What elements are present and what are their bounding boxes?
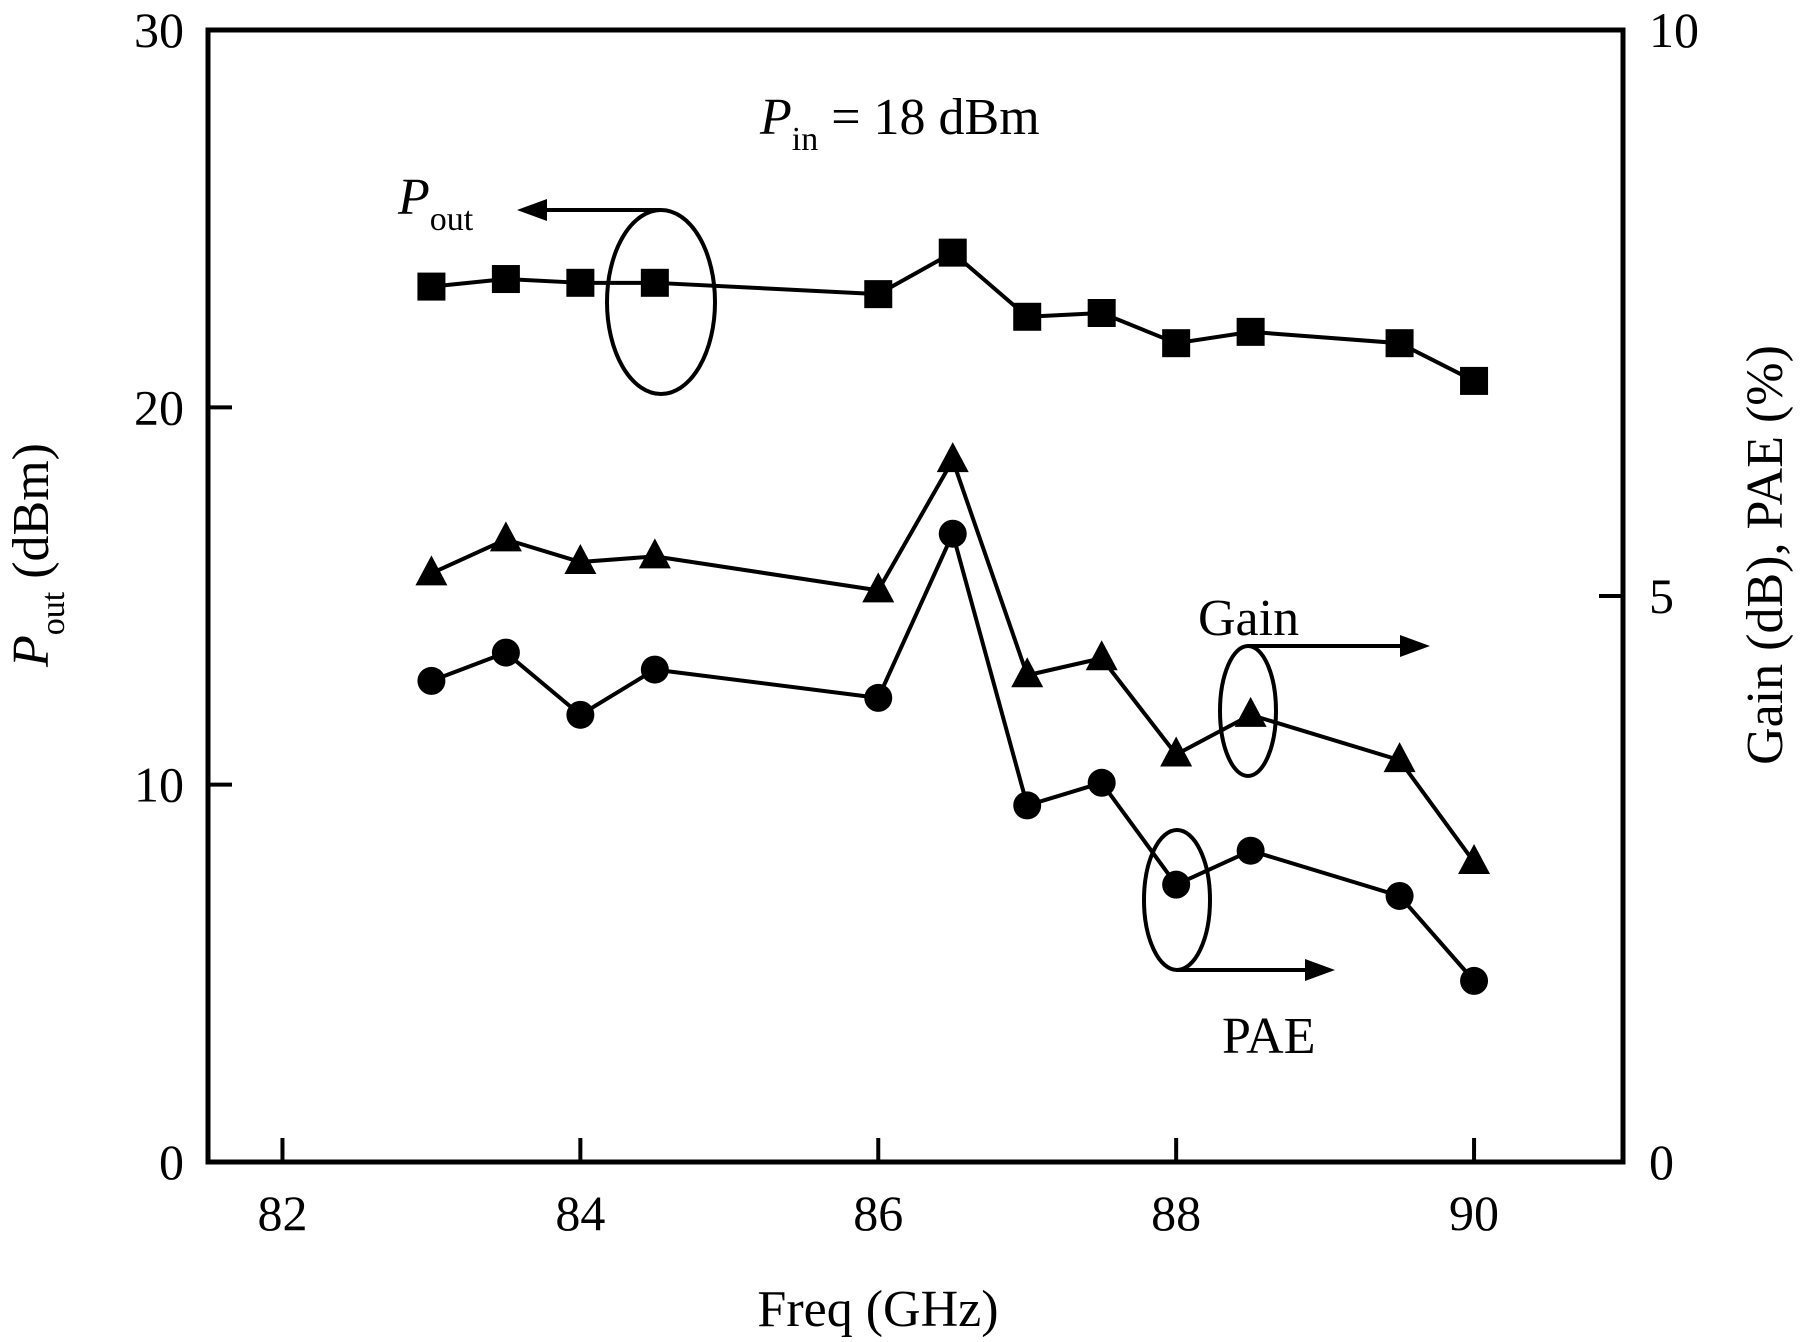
series-label-pout: Pout — [397, 169, 474, 238]
chart-annotation-prefix: P — [759, 89, 792, 146]
pout-marker — [1087, 299, 1116, 327]
pae-marker — [491, 638, 520, 667]
pout-marker — [491, 265, 520, 294]
chart-annotation-rest: = 18 dBm — [818, 89, 1039, 146]
pout-marker — [864, 280, 893, 309]
y-axis-left-title-prefix: P — [3, 635, 60, 668]
series-line-2 — [430, 531, 1476, 983]
y-axis-left-title-sub: out — [35, 591, 72, 635]
pae-marker — [1162, 870, 1191, 899]
pae-group-ellipse — [1142, 828, 1212, 972]
gain-arrow-head — [1400, 635, 1430, 657]
y-left-tick-label: 30 — [134, 2, 184, 58]
gain-marker — [1383, 742, 1416, 773]
series-label-gain: Gain — [1198, 590, 1299, 647]
pout-group-ellipse — [605, 208, 717, 396]
y-axis-left-title: Pout (dBm) — [3, 443, 72, 668]
series-label-pae: PAE — [1222, 1008, 1315, 1065]
pae-marker — [938, 519, 967, 548]
gain-marker — [564, 544, 597, 575]
pout-marker — [1385, 329, 1414, 358]
gain-marker — [638, 538, 671, 569]
pout-marker — [1013, 302, 1042, 331]
gain-marker — [415, 555, 448, 586]
pout-marker — [1162, 329, 1191, 358]
series-lines — [430, 250, 1476, 983]
pout-marker — [938, 238, 967, 267]
gain-marker — [1234, 696, 1267, 727]
y-left-tick-label: 20 — [134, 379, 184, 435]
gain-marker — [1011, 657, 1044, 688]
y-axis-right-title: Gain (dB), PAE (%) — [1737, 345, 1794, 765]
pout-marker — [1236, 317, 1265, 346]
pae-marker — [417, 666, 446, 695]
gain-marker — [1085, 640, 1118, 671]
x-tick-label: 86 — [853, 1185, 903, 1241]
x-tick-label: 90 — [1449, 1185, 1499, 1241]
y-left-tick-label: 0 — [159, 1134, 184, 1190]
y-right-tick-label: 10 — [1649, 2, 1699, 58]
x-tick-label: 88 — [1151, 1185, 1201, 1241]
pout-arrow-head — [517, 199, 547, 221]
series-label-pout-sub: out — [430, 201, 474, 238]
x-tick-label: 84 — [555, 1185, 605, 1241]
y-right-tick-label: 5 — [1649, 568, 1674, 624]
annotations — [517, 199, 1430, 981]
pae-marker — [1087, 768, 1116, 797]
gain-marker — [936, 442, 969, 473]
pout-marker — [1460, 366, 1489, 395]
pae-marker — [1236, 836, 1265, 865]
pae-arrow-head — [1305, 959, 1335, 981]
chart-annotation: Pin = 18 dBm — [759, 89, 1040, 158]
axis-ticks: 82 84 86 88 90 0 10 20 30 0 5 10 — [134, 2, 1699, 1241]
pae-marker — [1013, 791, 1042, 820]
gain-marker — [489, 521, 522, 552]
series-label-pout-prefix: P — [397, 169, 430, 226]
series-markers — [415, 238, 1491, 995]
y-right-tick-label: 0 — [1649, 1134, 1674, 1190]
pae-marker — [864, 683, 893, 712]
y-axis-left-title-rest: (dBm) — [3, 443, 60, 592]
x-axis-title: Freq (GHz) — [757, 1281, 998, 1338]
pout-marker — [640, 268, 669, 297]
pae-marker — [640, 655, 669, 684]
y-left-tick-label: 10 — [134, 757, 184, 813]
pae-marker — [1460, 966, 1489, 995]
gain-marker — [862, 572, 895, 603]
chart-annotation-sub: in — [792, 121, 818, 158]
gain-marker — [1160, 736, 1193, 767]
gain-marker — [1458, 844, 1491, 875]
pout-marker — [417, 272, 446, 301]
pae-marker — [566, 700, 595, 729]
pae-marker — [1385, 881, 1414, 910]
x-tick-label: 82 — [257, 1185, 307, 1241]
pout-marker — [566, 268, 595, 297]
